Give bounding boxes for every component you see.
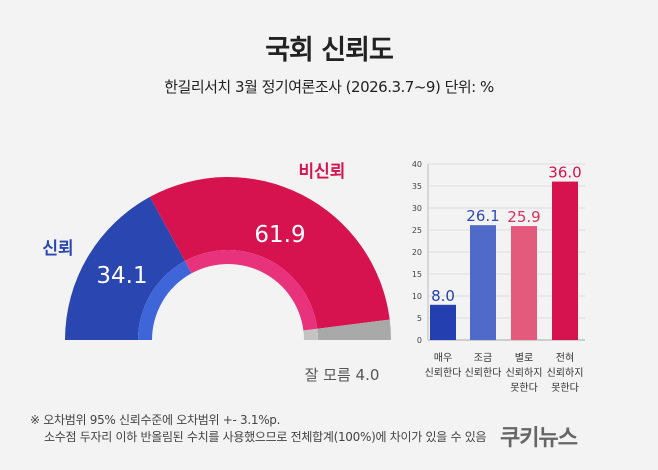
y-tick-label: 0 bbox=[417, 336, 422, 345]
x-tick-label: 별로 bbox=[515, 352, 533, 364]
label-unknown: 잘 모름 4.0 bbox=[305, 366, 380, 384]
y-tick-label: 30 bbox=[412, 204, 422, 213]
x-tick-label: 못한다 bbox=[551, 382, 579, 394]
bar bbox=[511, 226, 537, 340]
label-trust: 신뢰 bbox=[42, 239, 73, 259]
y-tick-label: 35 bbox=[412, 182, 422, 191]
chart-subtitle: 한길리서치 3월 정기여론조사 (2026.3.7~9) 단위: % bbox=[164, 78, 494, 96]
bar bbox=[430, 304, 456, 340]
x-tick-label: 신뢰하지 bbox=[506, 366, 543, 379]
value-label-distrust: 61.9 bbox=[254, 222, 305, 248]
logo: 쿠키뉴스 bbox=[500, 426, 578, 451]
x-tick-label: 신뢰한다 bbox=[465, 367, 502, 379]
footnote-line-1: ※ 오차범위 95% 신뢰수준에 오차범위 +- 3.1%p. bbox=[30, 413, 281, 427]
bar bbox=[470, 225, 496, 340]
footnote: ※ 오차범위 95% 신뢰수준에 오차범위 +- 3.1%p. 소수점 두자리 … bbox=[30, 412, 486, 446]
label-distrust: 비신뢰 bbox=[299, 162, 346, 182]
donut-slice-unknown bbox=[317, 319, 391, 340]
donut-slice-distrust bbox=[149, 177, 390, 329]
x-tick-label: 전혀 bbox=[556, 352, 574, 364]
x-tick-label: 신뢰한다 bbox=[425, 367, 462, 379]
y-tick-label: 40 bbox=[412, 160, 422, 169]
x-tick-label: 못한다 bbox=[510, 382, 538, 394]
bar-value-label: 26.1 bbox=[466, 207, 499, 225]
value-label-trust: 34.1 bbox=[96, 263, 147, 289]
x-tick-label: 신뢰하지 bbox=[547, 366, 584, 379]
y-tick-label: 20 bbox=[412, 248, 422, 257]
y-tick-label: 15 bbox=[412, 270, 422, 279]
footnote-line-2: 소수점 두자리 이하 반올림된 수치를 사용했으므로 전체합계(100%)에 차… bbox=[44, 430, 487, 444]
donut-inner-ring-distrust bbox=[184, 250, 318, 331]
x-tick-label: 조금 bbox=[474, 352, 492, 364]
y-tick-label: 10 bbox=[412, 292, 422, 301]
y-tick-label: 5 bbox=[417, 314, 422, 323]
bar-value-label: 25.9 bbox=[507, 208, 540, 226]
donut-slice-trust bbox=[65, 196, 185, 340]
chart-title: 국회 신뢰도 bbox=[265, 35, 394, 66]
bar bbox=[552, 181, 578, 340]
donut-inner-ring-trust bbox=[138, 260, 192, 340]
y-tick-label: 25 bbox=[412, 226, 422, 235]
donut-inner-ring-unknown bbox=[303, 328, 318, 340]
x-tick-label: 매우 bbox=[434, 352, 452, 364]
bar-value-label: 8.0 bbox=[431, 287, 455, 305]
bar-value-label: 36.0 bbox=[548, 164, 581, 182]
